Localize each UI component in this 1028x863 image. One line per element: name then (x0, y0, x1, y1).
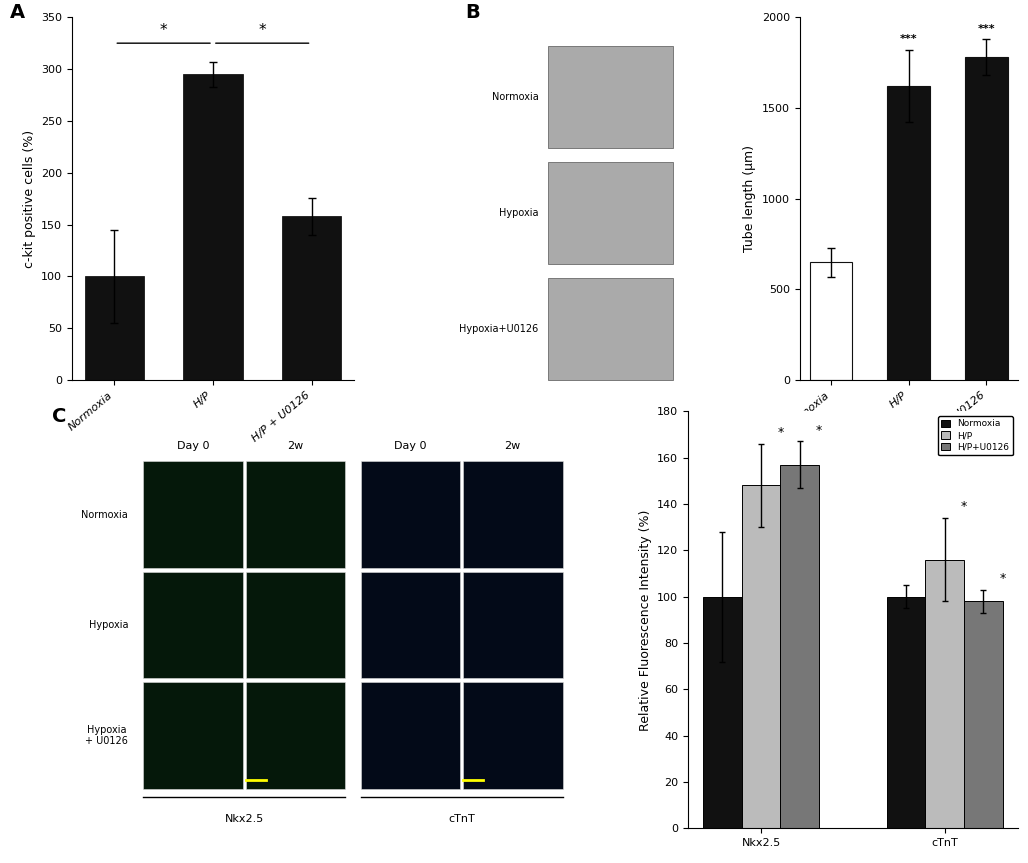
Bar (361, 462, 461, 568)
Text: B: B (466, 3, 480, 22)
Bar (925, 559, 964, 828)
Text: *: * (777, 426, 783, 439)
Text: A: A (10, 3, 25, 22)
Text: Hypoxia+U0126: Hypoxia+U0126 (460, 324, 539, 334)
Legend: Normoxia, H/P, H/P+U0126: Normoxia, H/P, H/P+U0126 (938, 416, 1014, 456)
Bar (463, 683, 562, 789)
Bar (183, 74, 243, 380)
Bar (361, 683, 461, 789)
Bar (463, 572, 562, 678)
Bar (741, 485, 780, 828)
Text: *: * (999, 572, 1005, 585)
Text: *: * (961, 501, 967, 513)
Text: Hypoxia: Hypoxia (88, 620, 128, 630)
Text: Day 0: Day 0 (177, 441, 210, 450)
Text: 2w: 2w (288, 441, 303, 450)
Bar (144, 572, 244, 678)
Bar (548, 162, 673, 264)
Y-axis label: Tube length (μm): Tube length (μm) (743, 145, 757, 252)
Text: ***: *** (900, 35, 918, 45)
Bar (246, 683, 345, 789)
Text: Nkx2.5: Nkx2.5 (225, 814, 264, 824)
Bar (144, 683, 244, 789)
Bar (548, 279, 673, 380)
Text: *: * (258, 23, 266, 38)
Bar (282, 217, 341, 380)
Text: Hypoxia
+ U0126: Hypoxia + U0126 (85, 725, 128, 746)
Bar (463, 462, 562, 568)
Bar (887, 86, 930, 380)
Text: 2w: 2w (505, 441, 521, 450)
Bar (84, 276, 144, 380)
Bar (703, 596, 741, 828)
Bar (780, 464, 819, 828)
Bar (246, 572, 345, 678)
Y-axis label: Relative Fluorescence Intensity (%): Relative Fluorescence Intensity (%) (638, 509, 652, 731)
Bar (964, 602, 1002, 828)
Bar (548, 47, 673, 148)
Y-axis label: c-kit positive cells (%): c-kit positive cells (%) (23, 129, 36, 268)
Text: Normoxia: Normoxia (81, 509, 128, 520)
Bar (246, 462, 345, 568)
Bar (144, 462, 244, 568)
Text: Normoxia: Normoxia (491, 92, 539, 102)
Bar (965, 57, 1007, 380)
Text: Hypoxia: Hypoxia (499, 208, 539, 218)
Text: C: C (51, 407, 66, 426)
Text: cTnT: cTnT (448, 814, 475, 824)
Bar (887, 596, 925, 828)
Text: *: * (159, 23, 168, 38)
Bar (361, 572, 461, 678)
Text: *: * (816, 424, 822, 437)
Text: ***: *** (978, 23, 995, 34)
Text: Day 0: Day 0 (395, 441, 427, 450)
Bar (810, 262, 852, 380)
